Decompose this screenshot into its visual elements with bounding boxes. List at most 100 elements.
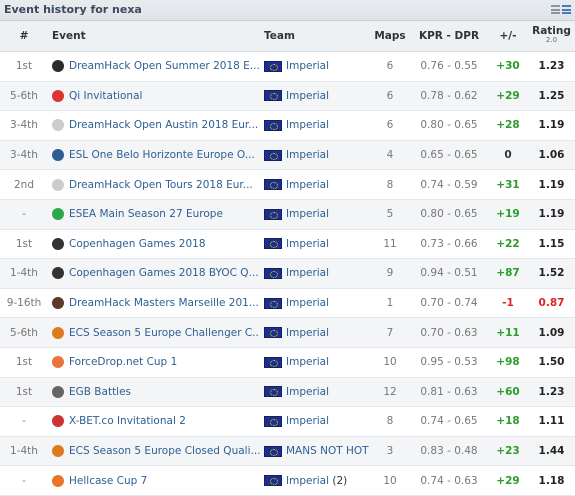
event-link[interactable]: X-BET.co Invitational 2 [69,415,186,428]
eu-flag-icon [264,386,282,398]
team-cell: Imperial [260,51,370,82]
team-link[interactable]: Imperial [286,415,330,428]
eu-flag-icon [264,356,282,368]
table-row: - ESEA Main Season 27 Europe Imperial 5 0.80… [0,199,575,230]
event-cell: ForceDrop.net Cup 1 [48,347,260,378]
table-row: 3-4th ESL One Belo Horizonte Europe O... I… [0,140,575,171]
event-link[interactable]: ForceDrop.net Cup 1 [69,356,178,369]
team-link[interactable]: Imperial [286,267,330,280]
table-header-row: # Event Team Maps KPR - DPR +/- Rating 2.… [0,21,575,52]
list-view-icon[interactable] [551,5,560,14]
team-link[interactable]: MANS NOT HOT [286,445,369,458]
event-link[interactable]: ESL One Belo Horizonte Europe O... [69,149,255,162]
rating-value: 1.23 [528,51,575,82]
xbet-logo-icon [52,415,64,428]
event-cell: DreamHack Open Tours 2018 Eur... [48,169,260,200]
plus-minus-value: +98 [488,347,528,378]
copenhagen-games-logo-icon [52,237,64,250]
kpr-dpr-value: 0.81 - 0.63 [410,377,488,408]
event-link[interactable]: DreamHack Open Austin 2018 Eur... [69,119,259,132]
col-place: # [0,21,48,52]
rating-value: 1.44 [528,436,575,467]
kpr-dpr-value: 0.74 - 0.59 [410,169,488,200]
event-link[interactable]: Copenhagen Games 2018 BYOC Q... [69,267,259,280]
event-link[interactable]: DreamHack Masters Marseille 201... [69,297,259,310]
placement: 1st [0,229,48,260]
rating-value: 1.19 [528,169,575,200]
kpr-dpr-value: 0.80 - 0.65 [410,199,488,230]
team-link[interactable]: Imperial [286,89,330,102]
event-link[interactable]: Qi Invitational [69,89,143,102]
maps-count: 4 [370,140,410,171]
table-row: 2nd DreamHack Open Tours 2018 Eur... Imper… [0,169,575,200]
event-link[interactable]: ECS Season 5 Europe Closed Quali... [69,445,260,458]
rating-value: 1.52 [528,258,575,289]
rating-label: Rating [532,25,571,37]
plus-minus-value: +23 [488,436,528,467]
placement: 9-16th [0,288,48,319]
maps-count: 8 [370,406,410,437]
maps-count: 1 [370,288,410,319]
event-cell: EGB Battles [48,377,260,408]
team-link[interactable]: Imperial [286,326,330,339]
kpr-dpr-value: 0.76 - 0.55 [410,51,488,82]
event-link[interactable]: EGB Battles [69,385,132,398]
placement: 1st [0,51,48,82]
event-link[interactable]: Hellcase Cup 7 [69,474,148,487]
table-row: - X-BET.co Invitational 2 Imperial 8 0.74 - … [0,406,575,437]
ecs-logo-icon [52,445,64,458]
placement: - [0,406,48,437]
col-rating: Rating 2.0 [528,21,575,52]
egb-logo-icon [52,385,64,398]
event-cell: Copenhagen Games 2018 BYOC Q... [48,258,260,289]
plus-minus-value: +29 [488,81,528,112]
team-cell: Imperial [260,258,370,289]
maps-count: 5 [370,199,410,230]
team-link[interactable]: Imperial [286,149,330,162]
dreamhack-open-logo-icon [52,60,64,73]
ecs-logo-icon [52,326,64,339]
placement: 1-4th [0,258,48,289]
team-link[interactable]: Imperial [286,237,330,250]
event-cell: DreamHack Open Summer 2018 E... [48,51,260,82]
kpr-dpr-value: 0.94 - 0.51 [410,258,488,289]
team-cell: MANS NOT HOT [260,436,370,467]
maps-count: 10 [370,465,410,496]
team-link[interactable]: Imperial [286,60,330,73]
team-link[interactable]: Imperial [286,474,330,487]
maps-count: 9 [370,258,410,289]
team-link[interactable]: Imperial [286,385,330,398]
event-link[interactable]: Copenhagen Games 2018 [69,237,206,250]
event-link[interactable]: ECS Season 5 Europe Challenger C... [69,326,260,339]
plus-minus-value: +30 [488,51,528,82]
table-view-icon[interactable] [562,5,571,14]
col-maps: Maps [370,21,410,52]
table-row: 1-4th Copenhagen Games 2018 BYOC Q... Impe… [0,258,575,289]
eu-flag-icon [264,415,282,427]
rating-value: 1.06 [528,140,575,171]
team-link[interactable]: Imperial [286,119,330,132]
team-cell: Imperial [260,347,370,378]
team-link[interactable]: Imperial [286,178,330,191]
event-link[interactable]: DreamHack Open Tours 2018 Eur... [69,178,253,191]
team-link[interactable]: Imperial [286,297,330,310]
maps-count: 3 [370,436,410,467]
plus-minus-value: 0 [488,140,528,171]
event-link[interactable]: DreamHack Open Summer 2018 E... [69,60,260,73]
team-link[interactable]: Imperial [286,208,330,221]
event-link[interactable]: ESEA Main Season 27 Europe [69,208,223,221]
table-row: 9-16th DreamHack Masters Marseille 201...… [0,288,575,319]
kpr-dpr-value: 0.80 - 0.65 [410,110,488,141]
rating-value: 1.23 [528,377,575,408]
table-row: 1st ForceDrop.net Cup 1 Imperial 10 0.95 - 0… [0,347,575,378]
table-row: 5-6th Qi Invitational Imperial 6 0.78 - 0.62… [0,81,575,112]
table-row: 3-4th DreamHack Open Austin 2018 Eur... Im… [0,110,575,141]
plus-minus-value: +11 [488,317,528,348]
maps-count: 12 [370,377,410,408]
eu-flag-icon [264,267,282,279]
view-toggle [551,5,571,14]
question-mark-icon [52,178,64,191]
rating-value: 1.15 [528,229,575,260]
team-link[interactable]: Imperial [286,356,330,369]
event-cell: ESL One Belo Horizonte Europe O... [48,140,260,171]
